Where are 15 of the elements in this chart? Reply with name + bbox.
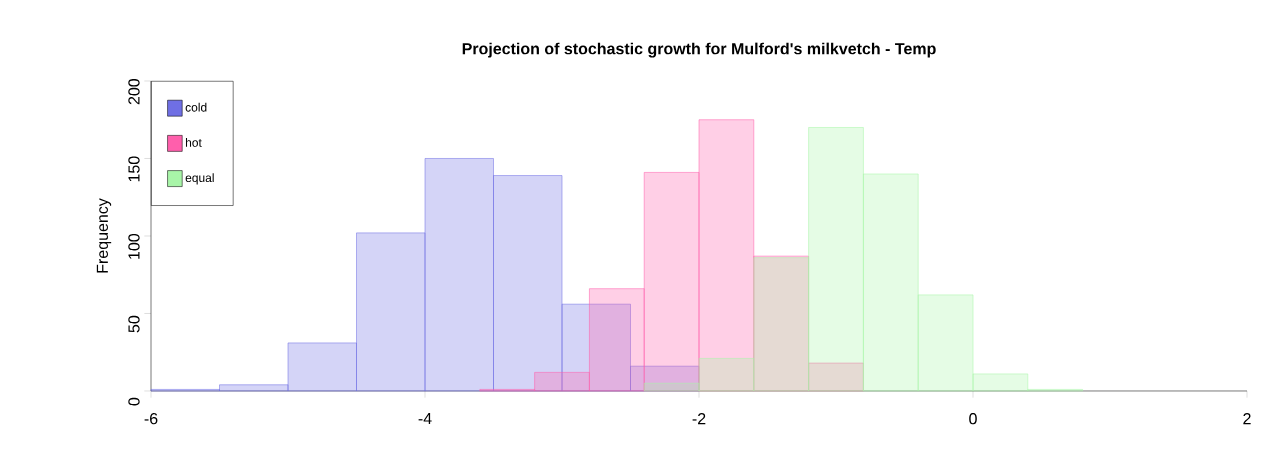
legend-label: equal <box>185 173 214 185</box>
y-tick-label: 50 <box>128 315 140 333</box>
y-tick-label: 100 <box>128 233 140 259</box>
y-axis-title: Frequency <box>96 198 112 273</box>
chart-title: Projection of stochastic growth for Mulford's milkvetch - Temp <box>462 42 936 58</box>
y-tick-label: 0 <box>128 397 140 406</box>
legend-label: cold <box>185 102 207 112</box>
x-tick-label: -4 <box>418 413 432 425</box>
y-tick-label: 200 <box>128 78 140 105</box>
y-tick-label: 150 <box>128 156 140 182</box>
x-tick-label: -6 <box>144 413 158 425</box>
x-tick-label: 0 <box>969 413 977 425</box>
x-tick-label: -2 <box>692 413 706 425</box>
legend-label: hot <box>185 138 202 147</box>
x-tick-label: 2 <box>1243 413 1251 425</box>
